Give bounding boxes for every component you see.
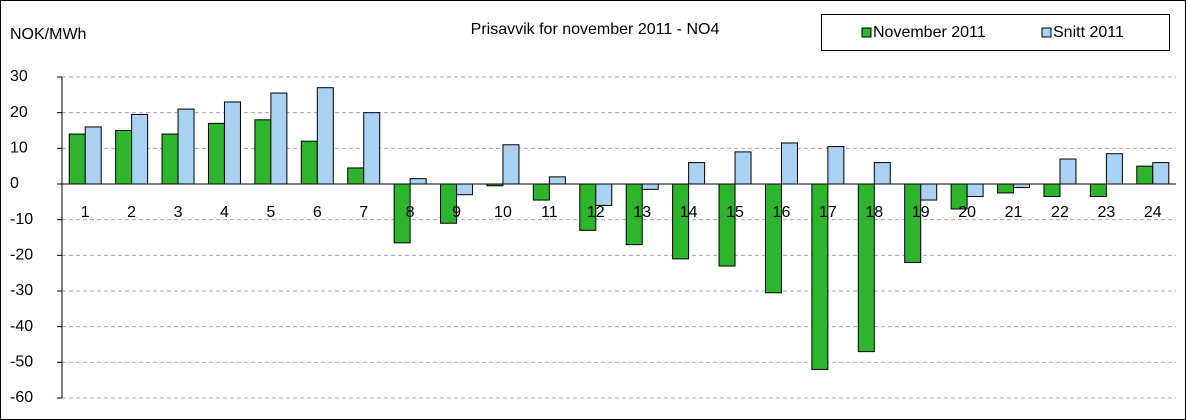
bar bbox=[1013, 183, 1031, 189]
bar bbox=[347, 167, 365, 185]
legend-swatch bbox=[861, 27, 872, 38]
x-tick-label: 9 bbox=[452, 204, 461, 221]
bar bbox=[68, 133, 86, 185]
bar bbox=[1089, 183, 1107, 197]
bar bbox=[316, 87, 334, 185]
x-tick-label: 6 bbox=[313, 204, 322, 221]
bar bbox=[548, 176, 566, 185]
y-tick-label: -20 bbox=[10, 247, 33, 264]
y-axis-label: NOK/MWh bbox=[10, 26, 86, 43]
y-tick-label: -10 bbox=[10, 211, 33, 228]
x-tick-label: 2 bbox=[127, 204, 136, 221]
legend-label: November 2011 bbox=[873, 24, 986, 41]
y-tick-label: -40 bbox=[10, 318, 33, 335]
bar bbox=[532, 183, 550, 201]
bar bbox=[1059, 158, 1077, 185]
bar bbox=[1105, 153, 1123, 185]
x-tick-label: 18 bbox=[865, 204, 883, 221]
x-tick-label: 15 bbox=[726, 204, 744, 221]
x-tick-label: 12 bbox=[587, 204, 605, 221]
bar bbox=[718, 183, 736, 267]
bar bbox=[270, 92, 288, 185]
bar bbox=[161, 133, 179, 185]
y-tick-label: 0 bbox=[10, 175, 19, 192]
y-tick-label: 30 bbox=[10, 68, 28, 85]
x-tick-label: 19 bbox=[912, 204, 930, 221]
bar bbox=[177, 108, 195, 185]
bar bbox=[131, 113, 149, 185]
x-tick-label: 23 bbox=[1097, 204, 1115, 221]
bar bbox=[734, 151, 752, 185]
x-tick-label: 22 bbox=[1051, 204, 1069, 221]
x-tick-label: 24 bbox=[1144, 204, 1162, 221]
legend-label: Snitt 2011 bbox=[1053, 24, 1124, 41]
bar bbox=[595, 183, 613, 206]
y-tick-label: 20 bbox=[10, 104, 28, 121]
legend-swatch bbox=[1041, 27, 1052, 38]
x-tick-label: 3 bbox=[174, 204, 183, 221]
x-tick-label: 20 bbox=[958, 204, 976, 221]
y-tick-label: 10 bbox=[10, 140, 28, 157]
legend bbox=[821, 14, 1170, 51]
bar bbox=[873, 162, 891, 185]
y-tick-label: -50 bbox=[10, 354, 33, 371]
x-tick-label: 13 bbox=[633, 204, 651, 221]
x-tick-label: 1 bbox=[81, 204, 90, 221]
bar bbox=[115, 130, 133, 185]
x-tick-label: 5 bbox=[266, 204, 275, 221]
bar bbox=[300, 140, 318, 185]
x-tick-label: 21 bbox=[1005, 204, 1023, 221]
bar bbox=[223, 101, 241, 185]
bar bbox=[1152, 162, 1170, 185]
x-tick-label: 10 bbox=[494, 204, 512, 221]
bar bbox=[904, 183, 922, 263]
bar bbox=[84, 126, 102, 185]
x-tick-label: 7 bbox=[359, 204, 368, 221]
x-tick-label: 11 bbox=[541, 204, 558, 221]
bar bbox=[641, 183, 659, 190]
bar bbox=[688, 162, 706, 185]
bar bbox=[672, 183, 690, 260]
bar bbox=[409, 178, 427, 185]
chart-title: Prisavvik for november 2011 - NO4 bbox=[471, 21, 720, 38]
x-tick-label: 16 bbox=[773, 204, 791, 221]
y-tick-label: -30 bbox=[10, 282, 33, 299]
y-tick-label: -60 bbox=[10, 389, 33, 406]
bar bbox=[997, 183, 1015, 194]
bar bbox=[456, 183, 474, 196]
x-tick-label: 17 bbox=[819, 204, 837, 221]
bar bbox=[502, 144, 520, 185]
bar bbox=[1043, 183, 1061, 197]
x-tick-label: 14 bbox=[680, 204, 698, 221]
bar bbox=[827, 146, 845, 185]
bar bbox=[363, 112, 381, 185]
x-tick-label: 4 bbox=[220, 204, 229, 221]
bar bbox=[966, 183, 984, 197]
x-tick-label: 8 bbox=[406, 204, 415, 221]
bar bbox=[1136, 165, 1154, 185]
bar bbox=[764, 183, 782, 294]
bar bbox=[207, 122, 225, 185]
bar bbox=[920, 183, 938, 201]
bar bbox=[780, 142, 798, 185]
bar bbox=[254, 119, 272, 185]
